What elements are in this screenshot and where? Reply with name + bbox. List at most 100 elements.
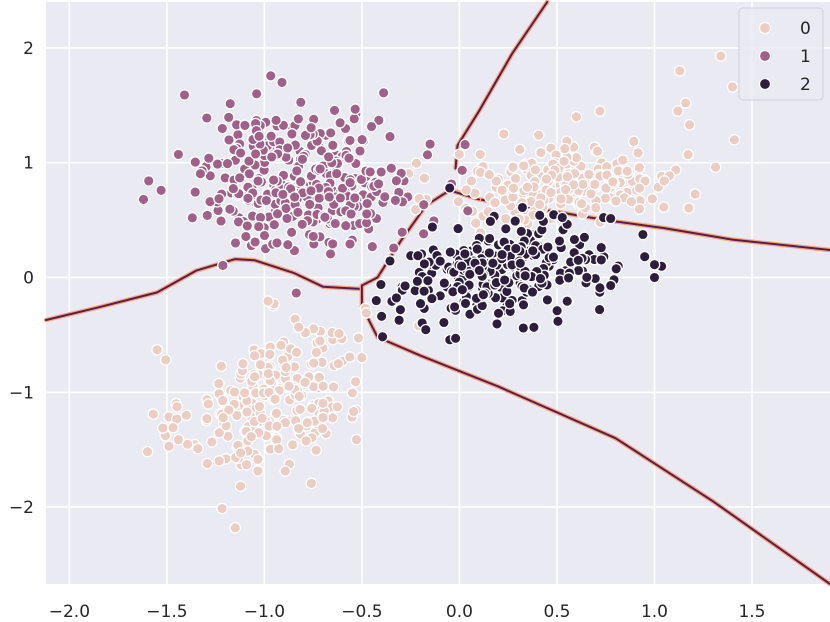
point-class-0: [410, 157, 423, 170]
point-class-0: [349, 375, 362, 388]
point-class-2: [552, 315, 564, 328]
point-class-0: [231, 409, 243, 422]
point-class-0: [159, 354, 172, 366]
point-class-0: [290, 346, 303, 359]
point-class-0: [216, 394, 229, 407]
point-class-0: [561, 170, 574, 183]
point-class-1: [227, 182, 240, 195]
point-class-1: [253, 130, 265, 143]
point-class-0: [252, 465, 264, 477]
point-class-1: [189, 156, 202, 168]
point-class-1: [281, 142, 294, 154]
point-class-1: [201, 209, 214, 222]
point-class-1: [252, 220, 265, 233]
point-class-0: [350, 433, 363, 446]
point-class-2: [578, 231, 591, 244]
point-class-1: [348, 192, 361, 204]
point-class-0: [452, 195, 465, 208]
point-class-1: [360, 208, 373, 220]
point-class-2: [595, 241, 608, 254]
point-class-1: [294, 96, 307, 109]
point-class-1: [328, 104, 341, 117]
point-class-0: [499, 212, 512, 225]
point-class-0: [283, 380, 295, 393]
point-class-1: [375, 166, 388, 178]
legend-label-2: 2: [800, 75, 811, 95]
point-class-1: [303, 198, 316, 211]
point-class-0: [672, 105, 684, 117]
point-class-0: [238, 386, 251, 399]
point-class-2: [434, 255, 447, 268]
point-class-0: [483, 168, 496, 181]
point-class-0: [292, 321, 305, 334]
point-class-0: [181, 438, 194, 451]
point-class-0: [310, 346, 323, 359]
point-class-2: [514, 257, 527, 270]
point-class-0: [270, 407, 283, 420]
point-class-1: [343, 152, 355, 165]
x-tick-label: −1.0: [244, 602, 285, 622]
point-class-2: [595, 254, 608, 266]
point-class-0: [201, 412, 213, 425]
point-class-0: [163, 440, 175, 453]
point-class-1: [270, 114, 282, 127]
point-class-2: [375, 310, 388, 323]
point-class-2: [610, 262, 623, 275]
point-class-0: [555, 193, 567, 205]
point-class-1: [349, 103, 362, 116]
point-class-2: [492, 307, 505, 320]
y-tick-label: 2: [23, 39, 34, 59]
point-class-1: [243, 167, 256, 180]
point-class-0: [147, 408, 160, 420]
point-class-2: [418, 258, 431, 270]
point-class-2: [541, 294, 554, 306]
point-class-1: [200, 112, 213, 124]
point-class-1: [417, 198, 430, 211]
point-class-0: [256, 412, 268, 425]
point-class-1: [202, 152, 215, 165]
point-class-0: [489, 196, 501, 209]
point-class-0: [343, 351, 356, 363]
point-class-0: [217, 411, 230, 424]
point-class-1: [372, 114, 385, 127]
x-tick-label: 1.0: [641, 602, 668, 622]
legend: 0 1 2: [738, 7, 824, 101]
x-axis-ticks: −2.0 −1.5 −1.0 −0.5 0.0 0.5 1.0 1.5: [49, 602, 766, 622]
point-class-0: [301, 416, 314, 429]
point-class-1: [258, 229, 271, 242]
point-class-0: [216, 502, 228, 515]
point-class-2: [393, 314, 405, 327]
point-class-0: [305, 477, 318, 490]
point-class-1: [294, 175, 307, 188]
point-class-0: [300, 435, 312, 447]
point-class-0: [682, 148, 694, 161]
point-class-1: [372, 178, 385, 190]
legend-marker-0: [758, 21, 772, 35]
point-class-0: [262, 367, 275, 380]
point-class-1: [364, 166, 377, 178]
point-class-1: [378, 190, 391, 203]
point-class-0: [679, 97, 692, 109]
point-class-1: [339, 219, 352, 232]
legend-marker-2: [758, 77, 772, 91]
point-class-1: [233, 171, 246, 184]
point-class-0: [513, 143, 526, 156]
point-class-2: [498, 274, 511, 286]
point-class-2: [487, 257, 499, 270]
point-class-0: [726, 81, 739, 93]
y-tick-label: 0: [23, 269, 34, 289]
data-points: [137, 50, 741, 534]
point-class-0: [245, 430, 258, 443]
point-class-0: [271, 420, 283, 433]
point-class-2: [449, 332, 462, 345]
point-class-0: [521, 181, 534, 194]
point-class-0: [317, 397, 329, 410]
point-class-1: [290, 287, 303, 299]
point-class-0: [591, 145, 604, 158]
point-class-2: [593, 303, 606, 316]
point-class-0: [558, 142, 571, 155]
point-class-0: [418, 172, 431, 185]
point-class-2: [399, 280, 411, 292]
point-class-2: [477, 288, 490, 301]
point-class-0: [171, 400, 183, 413]
